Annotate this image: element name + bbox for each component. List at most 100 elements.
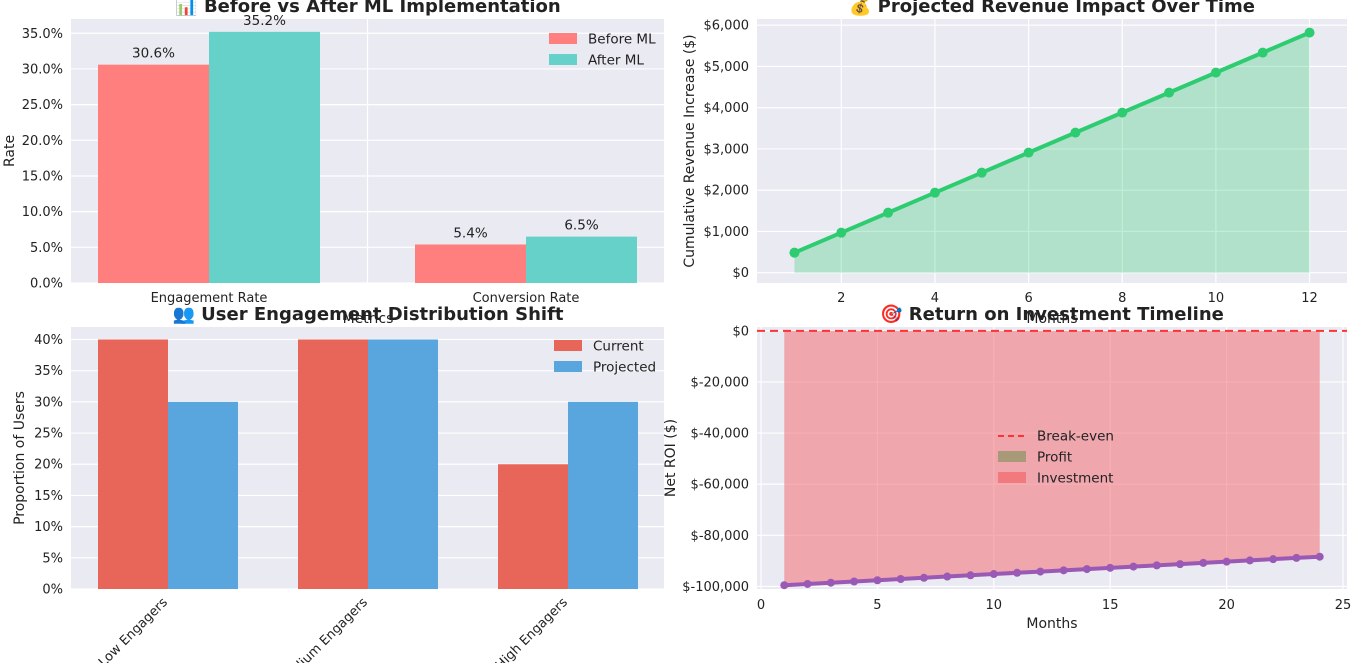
chart-panel-3: 0% 5% 10% 15% 20% 25% 30% 35% 40% Low Engagers Med… — [12, 304, 664, 663]
y-tick-label: 0% — [42, 583, 63, 598]
x-tick-label: Engagement Rate — [151, 291, 268, 306]
y-tick-label: 35.0% — [22, 27, 63, 42]
y-tick-label: $3,000 — [704, 142, 750, 157]
data-point — [943, 572, 952, 581]
chart-panel-1: 0.0% 5.0% 10.0% 15.0% 20.0% 25.0% 30.0% 35.0% 30… — [2, 0, 664, 327]
y-axis-label: Cumulative Revenue Increase ($) — [682, 34, 698, 267]
data-point — [1257, 47, 1268, 58]
chart-title: 🎯 Return on Investment Timeline — [880, 304, 1224, 325]
data-point — [966, 571, 975, 580]
data-point — [1036, 567, 1045, 576]
y-tick-label: 20% — [34, 458, 63, 473]
chart-panel-4: 0 5 10 15 20 25 $0 $-20,000 $-40,000 $-60,000 $-80… — [663, 304, 1351, 632]
legend-label: Investment — [1037, 471, 1113, 487]
bar-data-label: 6.5% — [564, 218, 598, 234]
y-tick-label: $-60,000 — [691, 478, 749, 493]
data-point — [976, 167, 987, 178]
x-tick-label: Medium Engagers — [277, 595, 371, 663]
data-point — [1013, 568, 1022, 577]
y-tick-label: 10% — [34, 520, 63, 535]
x-tick-label: 10 — [986, 598, 1003, 613]
data-point — [1315, 552, 1324, 561]
y-tick-label: $0 — [732, 324, 749, 339]
bar — [568, 401, 638, 589]
data-point — [989, 570, 998, 579]
data-point — [1106, 563, 1115, 572]
y-tick-label: $2,000 — [704, 184, 750, 199]
data-point — [919, 573, 928, 582]
data-point — [836, 227, 847, 238]
x-tick-label: 0 — [757, 598, 765, 613]
bar — [209, 31, 320, 283]
data-point — [1199, 558, 1208, 567]
investment-fill — [784, 330, 1320, 586]
y-tick-label: 40% — [34, 333, 63, 348]
y-tick-label: $4,000 — [704, 101, 750, 116]
x-tick-label: 5 — [873, 598, 881, 613]
legend-label: Break-even — [1037, 429, 1114, 445]
bar-data-label: 30.6% — [132, 46, 175, 62]
y-tick-label: $-40,000 — [691, 427, 749, 442]
y-tick-label: 35% — [34, 364, 63, 379]
y-axis-label: Proportion of Users — [12, 391, 28, 525]
bar — [526, 236, 637, 283]
data-point — [1164, 87, 1175, 98]
legend-swatch — [549, 33, 577, 44]
y-tick-label: 10.0% — [22, 205, 63, 220]
bar — [98, 64, 209, 284]
data-point — [1152, 561, 1161, 570]
chart-title: 👥 User Engagement Distribution Shift — [172, 304, 563, 325]
area-fill — [794, 32, 1310, 273]
bar — [168, 401, 238, 589]
chart-title: 💰 Projected Revenue Impact Over Time — [849, 0, 1255, 17]
x-tick-label: Low Engagers — [96, 595, 171, 663]
legend-label: After ML — [588, 53, 644, 69]
data-point — [1176, 560, 1185, 569]
data-point — [1023, 147, 1034, 158]
data-point — [850, 577, 859, 586]
legend-label: Projected — [593, 360, 656, 376]
y-tick-label: $-80,000 — [691, 529, 749, 544]
bar — [415, 244, 526, 283]
data-point — [1129, 562, 1138, 571]
x-tick-label: 15 — [1102, 598, 1119, 613]
y-tick-label: 15.0% — [22, 169, 63, 184]
y-tick-label: 25.0% — [22, 98, 63, 113]
data-point — [780, 581, 789, 590]
y-axis-label: Rate — [2, 135, 18, 167]
data-point — [1269, 555, 1278, 564]
data-point — [1210, 67, 1221, 78]
x-tick-label: Conversion Rate — [473, 291, 580, 306]
legend-swatch — [998, 451, 1026, 462]
x-tick-label: High Engagers — [493, 595, 571, 663]
x-tick-label: 6 — [1024, 291, 1032, 306]
data-point — [1117, 107, 1128, 118]
data-point — [1070, 127, 1081, 138]
data-point — [873, 576, 882, 585]
y-tick-label: $1,000 — [704, 225, 750, 240]
x-axis-label: Months — [1026, 311, 1077, 327]
bar-data-label: 35.2% — [243, 13, 286, 29]
bar — [98, 339, 168, 589]
x-tick-label: 8 — [1118, 291, 1126, 306]
x-axis-label: Months — [1026, 616, 1077, 632]
legend-label: Profit — [1037, 450, 1072, 466]
legend-swatch — [554, 340, 582, 351]
y-tick-label: $5,000 — [704, 60, 750, 75]
data-point — [789, 247, 800, 258]
chart-title: 📊 Before vs After ML Implementation — [175, 0, 560, 17]
data-point — [1292, 553, 1301, 562]
data-point — [826, 578, 835, 587]
y-tick-label: $-100,000 — [682, 580, 749, 595]
x-axis-label: Metrics — [343, 311, 394, 327]
y-tick-label: 5.0% — [30, 241, 63, 256]
y-tick-label: 0.0% — [30, 277, 63, 292]
x-tick-label: 12 — [1301, 291, 1318, 306]
y-tick-label: $-20,000 — [691, 375, 749, 390]
data-point — [883, 207, 894, 218]
y-tick-label: 15% — [34, 489, 63, 504]
legend-label: Before ML — [588, 32, 656, 48]
bar — [498, 464, 568, 589]
y-tick-label: $6,000 — [704, 19, 750, 34]
